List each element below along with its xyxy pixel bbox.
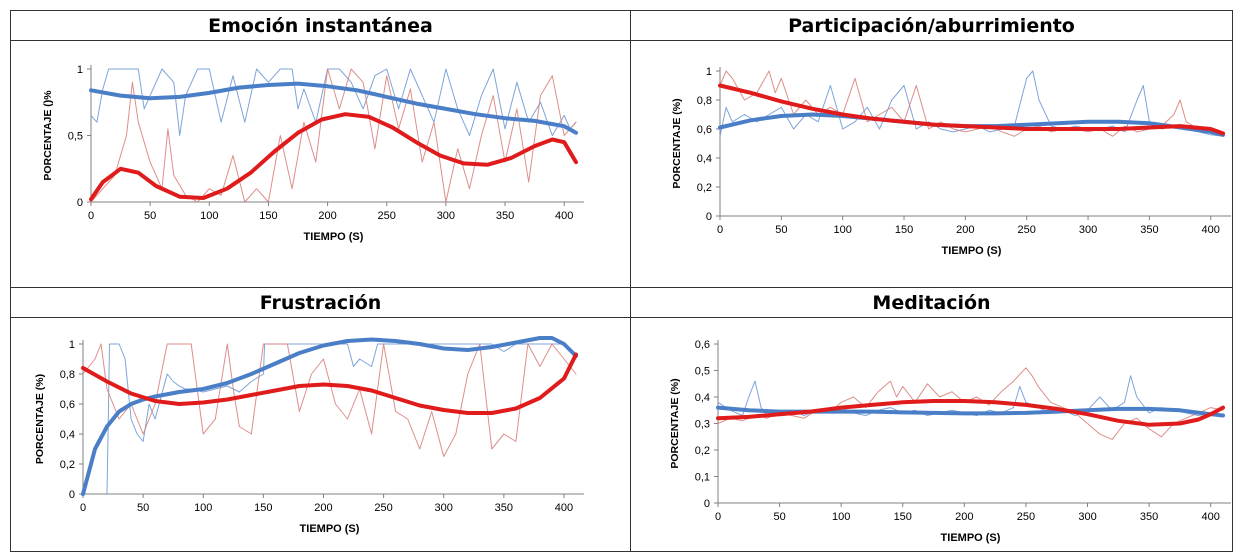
x-tick-label: 250	[1018, 224, 1036, 236]
x-tick-label: 200	[955, 511, 973, 523]
panel-emocion: Emoción instantánea 0 0,5 1 0 50 100 150 200 250…	[11, 11, 630, 287]
x-tick-label: 50	[144, 210, 156, 222]
y-axis-title: PORCENTAJE (%)	[669, 378, 681, 468]
red-raw-line	[90, 68, 577, 203]
x-tick-label: 400	[1202, 511, 1220, 523]
x-tick-label: 300	[435, 502, 453, 514]
x-tick-label: 250	[1017, 511, 1035, 523]
x-tick-label: 0	[88, 210, 94, 222]
red-raw-line	[82, 343, 577, 457]
y-tick-label: 0	[77, 197, 83, 209]
y-tick-label: 0,5	[68, 131, 83, 143]
x-tick-label: 150	[254, 502, 272, 514]
x-axis-title: TIEMPO (S)	[300, 523, 360, 535]
y-tick-label: 0,2	[697, 182, 712, 194]
x-tick-label: 100	[832, 511, 850, 523]
x-tick-label: 400	[1202, 224, 1220, 236]
blue-raw-line	[106, 343, 577, 495]
y-tick-label: 0,4	[697, 153, 712, 165]
y-tick-label: 0,6	[695, 339, 710, 351]
x-axis-title: TIEMPO (S)	[941, 532, 1001, 544]
blue-trend-line	[81, 336, 578, 496]
x-tick-label: 350	[496, 210, 514, 222]
x-tick-label: 0	[715, 511, 721, 523]
y-tick-label: 0,4	[60, 429, 75, 441]
y-axis-title: PORCENTAJE (%)	[671, 98, 683, 188]
x-tick-label: 50	[137, 502, 149, 514]
panel-title: Participación/aburrimiento	[631, 11, 1232, 41]
panel-participacion: Participación/aburrimiento 0 0,2 0,4 0,6 0,8…	[631, 11, 1232, 287]
chart-frustracion: 0 0,2 0,4 0,6 0,8 1 0 50 100 150 200 250 300 350 400 TI…	[34, 336, 584, 535]
x-tick-label: 150	[259, 210, 277, 222]
x-tick-label: 150	[895, 224, 913, 236]
blue-raw-line	[90, 68, 577, 136]
x-tick-label: 350	[1140, 224, 1158, 236]
chart-meditacion: 0 0,1 0,2 0,3 0,4 0,5 0,6 0 50 100 150 200 250 300 350…	[669, 339, 1231, 544]
x-tick-label: 200	[314, 502, 332, 514]
y-tick-label: 1	[69, 339, 75, 351]
y-tick-label: 0,4	[695, 392, 710, 404]
blue-trend-line	[89, 81, 578, 135]
y-tick-label: 1	[706, 66, 712, 78]
x-tick-label: 250	[374, 502, 392, 514]
y-axis-title: PORCENTAJE ()%	[42, 90, 54, 181]
x-tick-label: 200	[956, 224, 974, 236]
panel-meditacion: Meditación 0 0,1 0,2 0,3 0,4 0,5 0,6 0 50 100 150 2…	[631, 288, 1232, 551]
panel-title: Frustración	[11, 288, 630, 318]
x-tick-label: 50	[775, 224, 787, 236]
y-tick-label: 0,6	[697, 124, 712, 136]
red-raw-line	[719, 70, 1224, 137]
x-tick-label: 300	[1079, 224, 1097, 236]
red-raw-line	[717, 367, 1224, 440]
figure-grid: Emoción instantánea 0 0,5 1 0 50 100 150 200 250…	[10, 10, 1233, 552]
y-tick-label: 0,2	[695, 445, 710, 457]
x-tick-label: 200	[318, 210, 336, 222]
x-tick-label: 300	[437, 210, 455, 222]
panel-title: Meditación	[631, 288, 1232, 318]
y-tick-label: 0,1	[695, 472, 710, 484]
x-tick-label: 400	[555, 210, 573, 222]
x-tick-label: 400	[555, 502, 573, 514]
y-tick-label: 0,5	[695, 366, 710, 378]
y-tick-label: 0,8	[60, 369, 75, 381]
y-tick-label: 0,6	[60, 399, 75, 411]
y-tick-label: 0,3	[695, 419, 710, 431]
y-tick-label: 0	[69, 489, 75, 501]
red-trend-line	[718, 83, 1225, 136]
y-tick-label: 0	[706, 211, 712, 223]
x-tick-label: 100	[200, 210, 218, 222]
y-axis-title: PORCENTAJE (%)	[34, 374, 46, 464]
x-tick-label: 100	[194, 502, 212, 514]
red-trend-line	[89, 112, 578, 202]
red-trend-line	[81, 352, 578, 415]
y-tick-label: 0,8	[697, 95, 712, 107]
y-tick-label: 0,2	[60, 459, 75, 471]
chart-participacion: 0 0,2 0,4 0,6 0,8 1 0 50 100 150 200 250 300 350 400 TI…	[671, 66, 1231, 257]
red-trend-line	[716, 399, 1225, 427]
y-tick-label: 1	[77, 64, 83, 76]
x-tick-label: 250	[378, 210, 396, 222]
x-tick-label: 50	[773, 511, 785, 523]
y-tick-label: 0	[704, 498, 710, 510]
panel-title: Emoción instantánea	[11, 11, 630, 41]
x-tick-label: 350	[1140, 511, 1158, 523]
chart-emocion: 0 0,5 1 0 50 100 150 200 250 300 350 400 TIEMPO (S) P…	[42, 64, 584, 243]
x-axis-title: TIEMPO (S)	[304, 231, 364, 243]
x-tick-label: 0	[717, 224, 723, 236]
x-tick-label: 350	[495, 502, 513, 514]
vertical-divider	[630, 11, 631, 551]
x-tick-label: 150	[894, 511, 912, 523]
x-tick-label: 300	[1078, 511, 1096, 523]
x-tick-label: 0	[80, 502, 86, 514]
x-tick-label: 100	[834, 224, 852, 236]
panel-frustracion: Frustración 0 0,2 0,4 0,6 0,8 1 0 50 100 150 200 25…	[11, 288, 630, 551]
x-axis-title: TIEMPO (S)	[942, 245, 1002, 257]
horizontal-divider	[11, 287, 1232, 288]
